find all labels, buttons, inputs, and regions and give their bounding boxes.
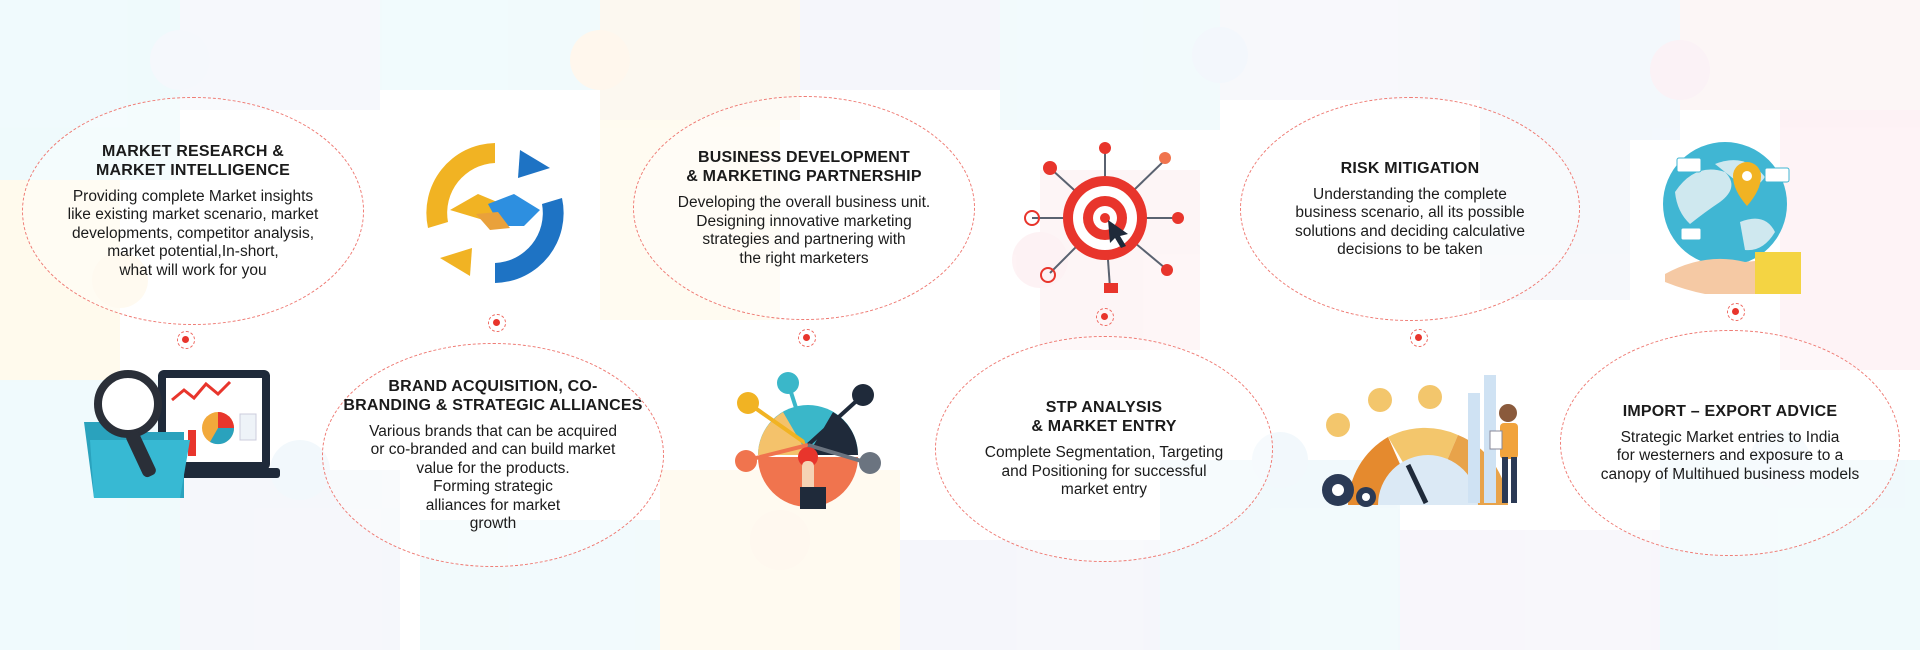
connector-dot <box>177 331 195 349</box>
service-title: BRAND ACQUISITION, CO- BRANDING & STRATE… <box>343 377 643 414</box>
service-card-import-export: IMPORT – EXPORT ADVICE Strategic Market … <box>1560 330 1900 556</box>
connector-dot <box>1096 308 1114 326</box>
business-development-illustration <box>735 372 881 509</box>
service-title: IMPORT – EXPORT ADVICE <box>1622 402 1838 420</box>
service-description: Strategic Market entries to India for we… <box>1600 428 1860 483</box>
service-description: Various brands that can be acquired or c… <box>369 422 617 533</box>
service-description: Providing complete Market insights like … <box>67 187 319 279</box>
service-title: STP ANALYSIS & MARKET ENTRY <box>1031 399 1177 436</box>
service-card-brand-acquisition: BRAND ACQUISITION, CO- BRANDING & STRATE… <box>322 343 664 567</box>
target-icon <box>1024 142 1184 293</box>
connector-dot <box>488 314 506 332</box>
service-card-stp-analysis: STP ANALYSIS & MARKET ENTRY Complete Seg… <box>935 336 1273 562</box>
service-description: Developing the overall business unit. De… <box>677 194 931 267</box>
globe-hand-icon <box>1663 142 1801 294</box>
service-card-business-development: BUSINESS DEVELOPMENT & MARKETING PARTNER… <box>633 96 975 320</box>
connector-dot <box>798 329 816 347</box>
service-title: BUSINESS DEVELOPMENT & MARKETING PARTNER… <box>686 149 922 185</box>
handshake-icon <box>426 143 564 283</box>
risk-gauge-illustration <box>1322 375 1518 507</box>
service-card-market-research: MARKET RESEARCH & MARKET INTELLIGENCE Pr… <box>22 97 364 325</box>
connector-dot <box>1727 303 1745 321</box>
service-card-risk-mitigation: RISK MITIGATION Understanding the comple… <box>1240 97 1580 321</box>
service-title: RISK MITIGATION <box>1340 159 1480 177</box>
service-title: MARKET RESEARCH & MARKET INTELLIGENCE <box>95 142 291 179</box>
market-research-illustration <box>84 370 280 498</box>
service-description: Understanding the complete business scen… <box>1294 185 1526 259</box>
connector-dot <box>1410 329 1428 347</box>
service-description: Complete Segmentation, Targeting and Pos… <box>984 444 1224 499</box>
